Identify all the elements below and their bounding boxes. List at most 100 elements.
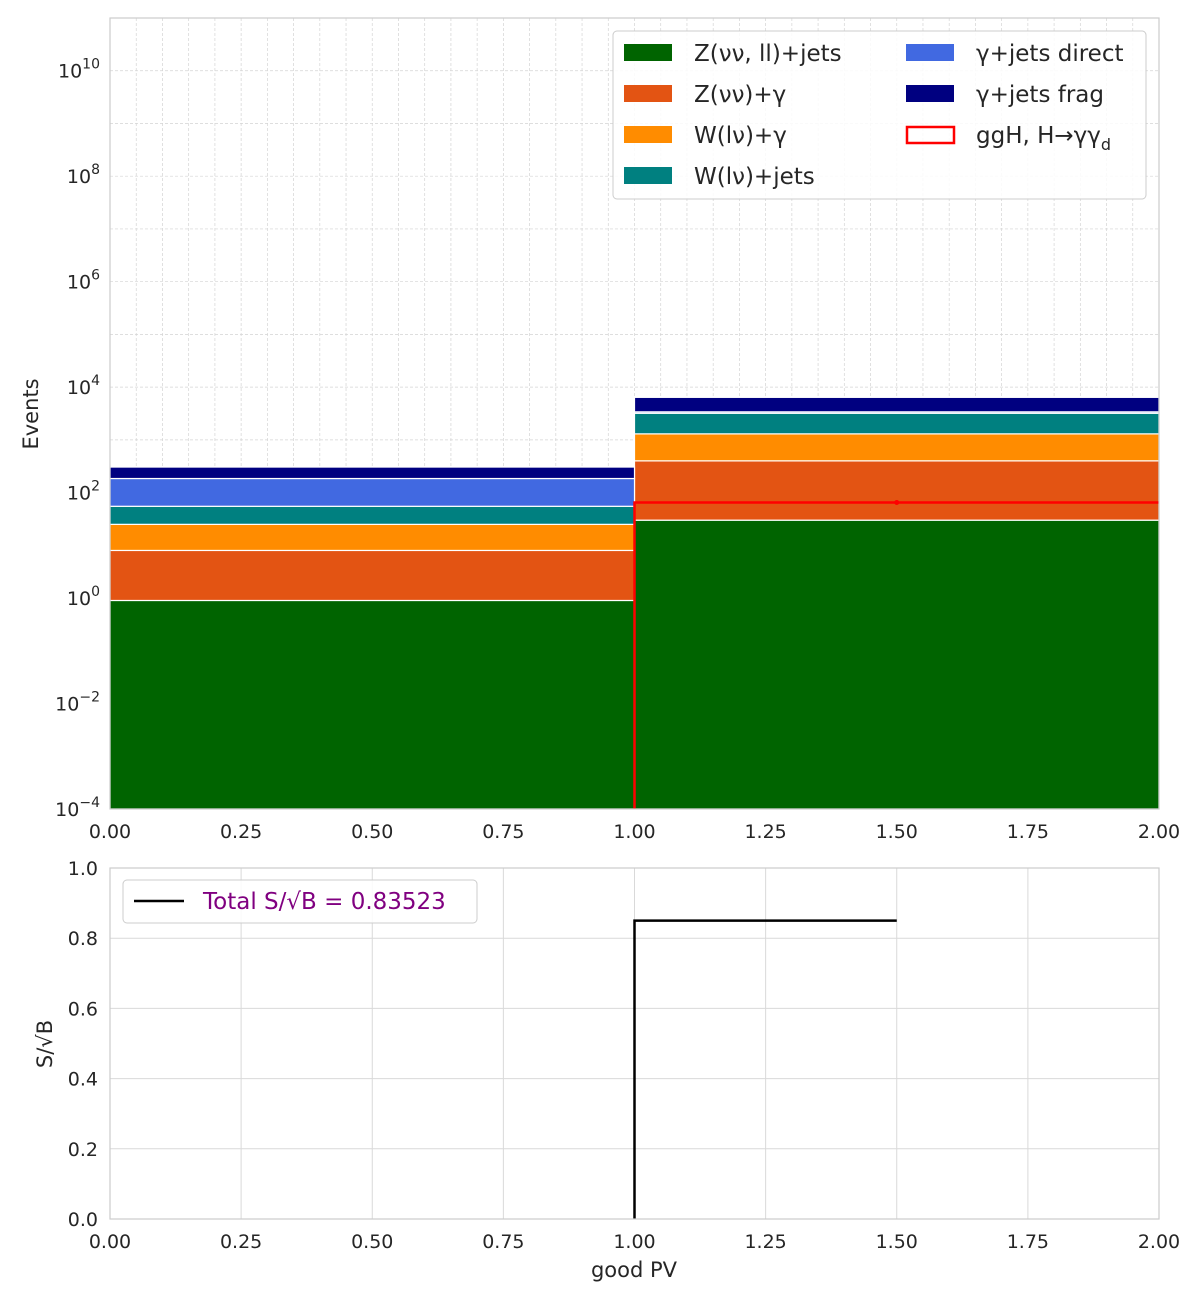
top-x-tick-label: 1.00	[613, 821, 655, 843]
bottom-legend: Total S/√B = 0.83523	[122, 879, 478, 924]
legend-swatch	[624, 126, 672, 143]
top-x-tick-labels: 0.00 0.25 0.50 0.75 1.00 1.25 1.50 1.75 2.00	[89, 821, 1180, 843]
stack-bar-5-bin-0	[109, 466, 636, 480]
legend-label: Z(νν)+γ	[694, 82, 786, 108]
top-x-tick-label: 2.00	[1138, 821, 1180, 843]
tick-base: 10	[67, 272, 91, 294]
bottom-x-tick-label: 1.00	[613, 1231, 655, 1253]
tick-exponent: 6	[91, 268, 100, 284]
top-y-tick-label: 108	[67, 162, 100, 188]
bottom-x-tick-label: 1.25	[744, 1231, 786, 1253]
top-y-axis-title: Events	[19, 378, 43, 449]
legend-swatch	[624, 167, 672, 184]
top-x-tick-label: 1.50	[876, 821, 918, 843]
legend-label-text: W(lν)+jets	[694, 164, 815, 190]
legend-label: γ+jets direct	[976, 41, 1124, 67]
top-x-tick-label: 1.75	[1007, 821, 1049, 843]
legend-label-text: γ+jets direct	[976, 41, 1124, 67]
bottom-legend-frame	[122, 879, 478, 924]
top-x-tick-label: 0.00	[89, 821, 131, 843]
bottom-x-tick-label: 1.75	[1007, 1231, 1049, 1253]
top-y-tick-label: 1010	[58, 57, 100, 83]
top-x-tick-label: 0.75	[482, 821, 524, 843]
bottom-x-tick-labels: 0.00 0.25 0.50 0.75 1.00 1.25 1.50 1.75 2.00	[89, 1231, 1180, 1253]
bottom-y-tick-labels: 0.0 0.2 0.4 0.6 0.8 1.0	[68, 858, 98, 1231]
stack-bar-2-bin-1	[633, 433, 1160, 462]
legend-swatch-outline	[905, 125, 956, 145]
top-legend-frame	[612, 30, 1147, 200]
tick-exponent: −2	[79, 690, 100, 706]
bottom-y-tick-label: 0.8	[68, 928, 98, 950]
bottom-x-tick-label: 0.50	[351, 1231, 393, 1253]
stack-bar-2-bin-0	[109, 523, 636, 552]
legend-label-text: Z(νν, ll)+jets	[694, 41, 842, 67]
legend-swatch	[906, 85, 954, 102]
tick-exponent: 8	[91, 162, 100, 178]
legend-label-text: γ+jets frag	[976, 82, 1104, 108]
bottom-x-tick-label: 0.75	[482, 1231, 524, 1253]
signal-step-bin-1	[633, 501, 1159, 809]
legend-label: γ+jets frag	[976, 82, 1104, 108]
bottom-x-tick-label: 0.00	[89, 1231, 131, 1253]
top-legend: Z(νν, ll)+jets Z(νν)+γ W(lν)+γ W(lν)+jets γ+…	[612, 30, 1147, 200]
legend-swatch	[624, 44, 672, 61]
stack-bar-1-bin-1	[633, 460, 1160, 521]
bottom-y-tick-label: 0.6	[68, 998, 98, 1020]
significance-panel: 0.00 0.25 0.50 0.75 1.00 1.25 1.50 1.75 2.00 0.0…	[33, 858, 1180, 1282]
legend-label: W(lν)+γ	[694, 123, 787, 149]
tick-exponent: 4	[91, 373, 100, 389]
bottom-x-axis-title: good PV	[591, 1258, 678, 1282]
legend-label: W(lν)+jets	[694, 164, 815, 190]
significance-line-0	[633, 919, 897, 1219]
significance-lines	[633, 919, 897, 1219]
top-x-tick-label: 1.25	[744, 821, 786, 843]
tick-exponent: 0	[91, 584, 100, 600]
tick-exponent: 2	[91, 479, 100, 495]
bottom-y-axis-title: S/√B	[33, 1020, 57, 1068]
stacked-bars	[109, 396, 1160, 810]
stack-bar-5-bin-1	[633, 396, 1160, 413]
tick-exponent: 10	[82, 57, 100, 73]
legend-label-text: Z(νν)+γ	[694, 82, 786, 108]
legend-label: ggH, H→γγd	[976, 123, 1111, 154]
bottom-y-tick-label: 1.0	[68, 858, 98, 880]
top-y-tick-label: 10−4	[55, 795, 100, 821]
stack-bar-0-bin-0	[109, 599, 636, 810]
legend-label-subscript: d	[1101, 135, 1111, 154]
legend-label-text: ggH, H→γγ	[976, 123, 1101, 149]
stack-bar-4-bin-0	[109, 477, 636, 507]
stacked-histogram-panel: 0.00 0.25 0.50 0.75 1.00 1.25 1.50 1.75 2.00 10−…	[19, 17, 1180, 843]
tick-base: 10	[55, 694, 79, 716]
tick-base: 10	[67, 588, 91, 610]
bottom-y-tick-label: 0.4	[68, 1069, 98, 1091]
top-x-tick-label: 0.25	[220, 821, 262, 843]
bottom-y-tick-label: 0.2	[68, 1139, 98, 1161]
stack-bar-3-bin-1	[633, 412, 1160, 435]
legend-label: Z(νν, ll)+jets	[694, 41, 842, 67]
legend-swatch	[624, 85, 672, 102]
tick-base: 10	[67, 166, 91, 188]
top-y-tick-label: 100	[67, 584, 100, 610]
bottom-x-tick-label: 0.25	[220, 1231, 262, 1253]
top-y-tick-label: 104	[67, 373, 100, 399]
top-y-tick-label: 102	[67, 479, 100, 505]
top-y-tick-label: 10−2	[55, 690, 100, 716]
bottom-x-tick-label: 1.50	[876, 1231, 918, 1253]
tick-base: 10	[58, 61, 82, 83]
tick-base: 10	[55, 799, 79, 821]
tick-base: 10	[67, 483, 91, 505]
legend-label-text: W(lν)+γ	[694, 123, 787, 149]
bottom-x-tick-label: 2.00	[1138, 1231, 1180, 1253]
top-plot-frame	[109, 17, 1160, 810]
bottom-legend-label: Total S/√B = 0.83523	[202, 889, 446, 915]
stack-bar-3-bin-0	[109, 505, 636, 525]
bottom-plot-frame	[109, 867, 1160, 1220]
legend-swatch	[906, 44, 954, 61]
signal-point-bin-1	[894, 499, 900, 505]
bottom-y-tick-label: 0.0	[68, 1209, 98, 1231]
tick-base: 10	[67, 377, 91, 399]
signal-histogram	[633, 499, 1159, 809]
top-y-tick-label: 106	[67, 268, 100, 294]
